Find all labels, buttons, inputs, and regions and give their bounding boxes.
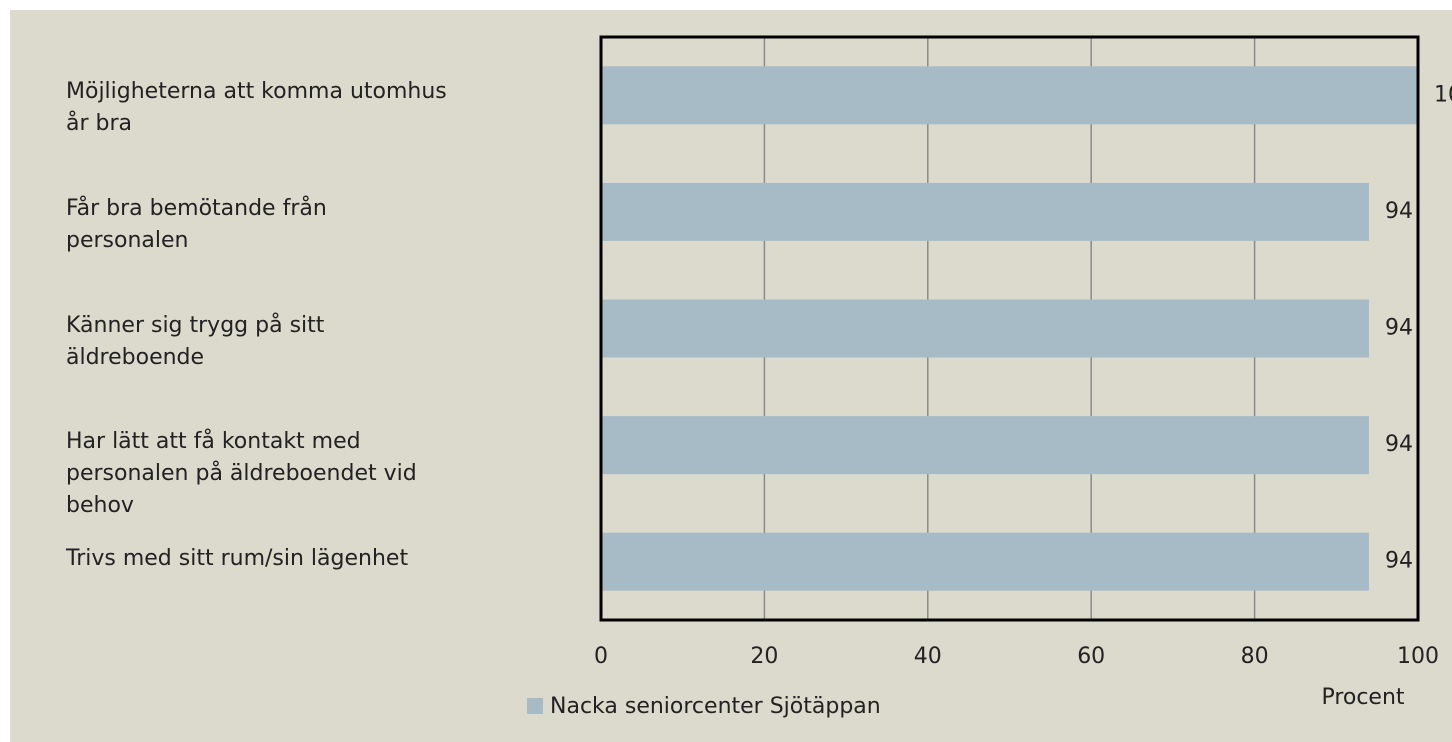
plot-frame (599, 35, 1420, 622)
y-tick-label: Får bra bemötande från personalen (66, 195, 327, 253)
value-label: 100 (1434, 82, 1452, 107)
y-tick-label: Har lätt att få kontakt med personalen p… (66, 429, 417, 519)
x-tick-label: 100 (1397, 644, 1439, 669)
legend-label: Nacka seniorcenter Sjötäppan (550, 694, 881, 719)
x-axis-label: Procent (1321, 685, 1404, 710)
y-tick-label: Möjligheterna att komma utomhus år bra (66, 79, 447, 137)
bar (601, 182, 1369, 241)
value-label: 94 (1385, 199, 1413, 224)
x-tick-label: 40 (914, 644, 942, 669)
x-tick-label: 20 (750, 644, 778, 669)
bar (601, 532, 1369, 591)
x-tick-label: 60 (1077, 644, 1105, 669)
bar (601, 66, 1418, 125)
y-tick-label: Trivs med sitt rum/sin lägenhet (66, 545, 409, 571)
value-label: 94 (1385, 316, 1413, 341)
bar (601, 416, 1369, 475)
legend-swatch (527, 698, 543, 714)
y-tick-label: Känner sig trygg på sitt äldreboende (66, 312, 325, 370)
x-tick-label: 0 (594, 644, 608, 669)
value-label: 94 (1385, 432, 1413, 457)
x-tick-label: 80 (1241, 644, 1269, 669)
bar (601, 299, 1369, 358)
value-label: 94 (1385, 549, 1413, 574)
